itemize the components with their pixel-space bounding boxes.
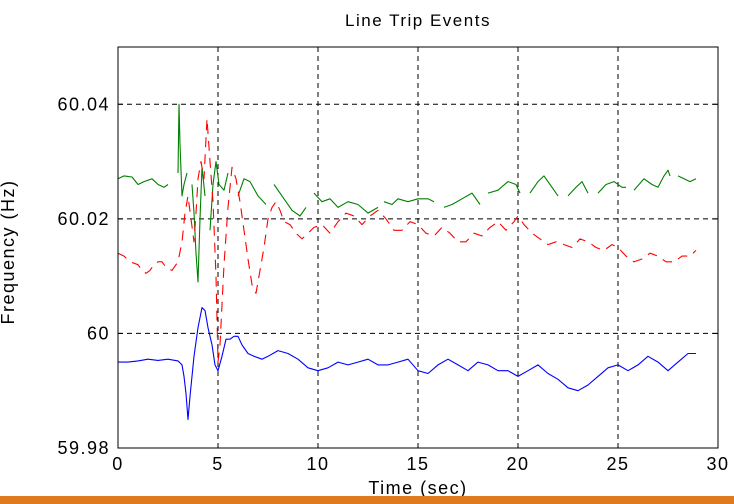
x-tick-label: 25 <box>606 454 629 474</box>
y-axis-label: Frequency (Hz) <box>0 179 18 324</box>
series-line-2 <box>117 118 697 363</box>
x-tick-label: 10 <box>306 454 329 474</box>
series-line-3 <box>118 307 696 420</box>
x-tick-label: 30 <box>706 454 729 474</box>
y-tick-label: 60 <box>87 323 110 343</box>
chart-title: Line Trip Events <box>345 11 491 30</box>
x-tick-label: 0 <box>112 454 124 474</box>
x-tick-label: 5 <box>212 454 224 474</box>
y-tick-label: 60.02 <box>57 209 110 229</box>
x-tick-label: 20 <box>506 454 529 474</box>
grid-lines <box>118 47 718 448</box>
axis-ticks: 0 5 10 15 20 25 30 59.98 60 60.02 60.04 <box>57 47 729 474</box>
bottom-color-strip <box>0 496 734 504</box>
x-axis-label: Time (sec) <box>368 478 467 496</box>
series-line-1 <box>117 103 697 283</box>
y-tick-label: 59.98 <box>57 438 110 458</box>
y-tick-label: 60.04 <box>57 94 110 114</box>
x-tick-label: 15 <box>406 454 429 474</box>
series-layer <box>117 103 697 420</box>
